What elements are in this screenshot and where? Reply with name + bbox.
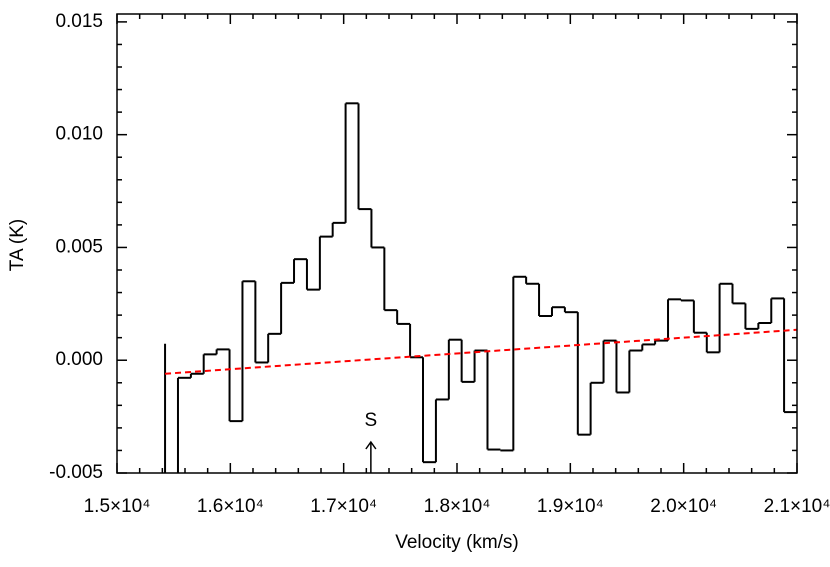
x-tick-label: 2.0×10⁴ <box>650 496 717 517</box>
plot-area <box>164 102 797 473</box>
y-axis-label: TA (K) <box>7 219 28 271</box>
annotation-arrowhead <box>365 440 377 450</box>
y-tick-label: 0.010 <box>55 124 103 145</box>
x-tick-label: 1.7×10⁴ <box>310 496 377 517</box>
y-tick-label: 0.005 <box>55 236 103 257</box>
plot-frame <box>116 13 798 474</box>
x-tick-label: 1.9×10⁴ <box>537 496 604 517</box>
x-tick-label: 1.5×10⁴ <box>84 496 151 517</box>
y-tick-label: 0.000 <box>55 349 103 370</box>
x-tick-label: 1.8×10⁴ <box>424 496 491 517</box>
fit-line <box>164 328 797 375</box>
x-axis-label: Velocity (km/s) <box>395 532 519 553</box>
x-tick-label: 1.6×10⁴ <box>197 496 264 517</box>
annotation-label: S <box>365 410 378 431</box>
y-tick-label: 0.015 <box>55 11 103 32</box>
y-tick-label: -0.005 <box>49 462 103 483</box>
x-tick-label: 2.1×10⁴ <box>764 496 830 517</box>
